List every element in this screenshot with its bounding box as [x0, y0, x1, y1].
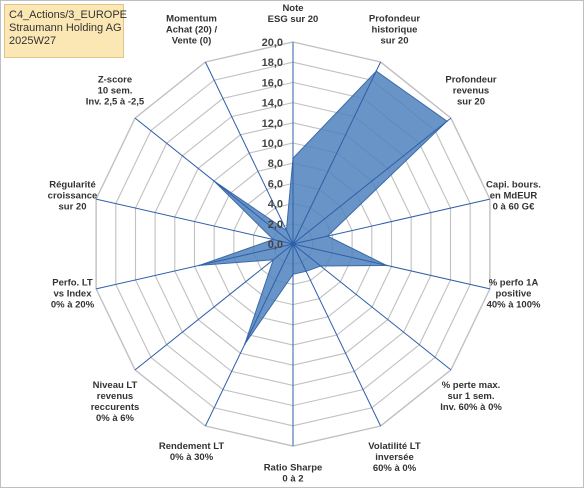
- axis-label-6-line-1: % perte max.: [442, 380, 501, 391]
- axis-label-11-line-1: Perfo. LT: [52, 277, 93, 288]
- axis-label-4-line-1: Capi. bours.: [486, 179, 541, 190]
- axis-label-6-line-3: Inv. 60% à 0%: [440, 402, 502, 413]
- spoke-10: [134, 243, 294, 371]
- spoke-2: [292, 61, 382, 245]
- axis-label-13: Z-score 10 sem. Inv. 2,5 à -2,5: [86, 75, 145, 108]
- axis-label-7: Volatilité LT inversée 60% à 0%: [368, 441, 421, 474]
- axis-label-10: Niveau LT revenus reccurents 0% à 6%: [91, 380, 140, 424]
- spoke-11: [95, 243, 294, 290]
- info-box-line-1: C4_Actions/3_EUROPE: [9, 9, 127, 21]
- axis-label-12-line-3: sur 20: [59, 201, 87, 212]
- data-point-11: [198, 264, 201, 267]
- data-point-8: [292, 273, 294, 276]
- axis-label-6-line-2: sur 1 sem.: [448, 391, 495, 402]
- tick-label-4: 8,0: [268, 158, 283, 170]
- axis-label-2-line-3: sur 20: [381, 36, 409, 47]
- tick-label-1: 2,0: [268, 219, 283, 231]
- axis-label-9-line-1: Rendement LT: [159, 441, 224, 452]
- tick-label-5: 10,0: [262, 138, 283, 150]
- axis-label-3: Profondeur revenus sur 20: [445, 75, 496, 108]
- axis-label-13-line-1: Z-score: [98, 75, 132, 86]
- axis-label-14-line-3: Vente (0): [172, 36, 212, 47]
- tick-label-10: 20,0: [262, 37, 283, 49]
- axis-label-11-line-2: vs Index: [53, 288, 92, 299]
- axis-label-5-line-2: positive: [496, 288, 532, 299]
- data-point-13: [213, 180, 215, 182]
- data-point-3: [446, 120, 448, 122]
- tick-label-7: 14,0: [262, 98, 283, 110]
- axis-label-13-line-2: 10 sem.: [98, 86, 133, 97]
- axis-label-10-line-4: 0% à 6%: [96, 413, 135, 424]
- data-point-12: [272, 238, 275, 241]
- tick-label-0: 0,0: [268, 239, 283, 251]
- axis-label-10-line-3: reccurents: [91, 402, 140, 413]
- data-point-7: [305, 270, 307, 273]
- axis-label-12-line-2: croissance: [48, 190, 98, 201]
- axis-label-9: Rendement LT 0% à 30%: [159, 441, 224, 463]
- data-point-10: [272, 258, 275, 261]
- tick-label-8: 16,0: [262, 77, 283, 89]
- axis-label-7-line-3: 60% à 0%: [373, 463, 417, 474]
- data-point-5: [385, 264, 388, 267]
- axis-label-3-line-3: sur 20: [457, 97, 485, 108]
- axis-label-14-line-2: Achat (20) /: [166, 25, 218, 36]
- spoke-14: [204, 61, 294, 245]
- axis-label-7-line-1: Volatilité LT: [368, 441, 421, 452]
- info-box-line-2: Straumann Holding AG: [9, 22, 122, 34]
- spoke-3: [292, 117, 452, 245]
- axis-label-1-line-2: ESG sur 20: [268, 14, 319, 25]
- axis-label-13-line-3: Inv. 2,5 à -2,5: [86, 97, 145, 108]
- tick-label-2: 4,0: [268, 199, 283, 211]
- axis-label-4-line-2: en MdEUR: [490, 190, 538, 201]
- spoke-7: [292, 243, 382, 427]
- axis-label-12: Régularité croissance sur 20: [48, 179, 98, 212]
- axis-label-14: Momentum Achat (20) / Vente (0): [166, 14, 218, 47]
- axis-label-2-line-2: historique: [372, 25, 418, 36]
- data-point-1: [292, 157, 294, 159]
- axis-label-2-line-1: Profondeur: [369, 14, 420, 25]
- spoke-12: [95, 198, 294, 245]
- axis-label-2: Profondeur historique sur 20: [369, 14, 420, 47]
- axis-label-10-line-2: revenus: [97, 391, 133, 402]
- axis-label-11-line-3: 0% à 20%: [51, 299, 95, 310]
- tick-label-9: 18,0: [262, 57, 283, 69]
- tick-label-3: 6,0: [268, 178, 283, 190]
- axis-label-8-line-2: 0 à 2: [282, 474, 303, 485]
- axis-label-11: Perfo. LT vs Index 0% à 20%: [51, 277, 95, 310]
- axis-label-6: % perte max. sur 1 sem. Inv. 60% à 0%: [440, 380, 502, 413]
- spoke-9: [204, 243, 294, 427]
- axis-label-3-line-2: revenus: [453, 86, 489, 97]
- info-box: C4_Actions/3_EUROPE Straumann Holding AG…: [4, 4, 127, 58]
- tick-label-6: 12,0: [262, 118, 283, 130]
- spoke-5: [292, 243, 491, 290]
- axis-label-1: Note ESG sur 20: [268, 3, 319, 25]
- data-point-14: [285, 229, 288, 232]
- axis-label-4-line-3: 0 à 60 G€: [493, 201, 535, 212]
- axis-label-5-line-1: % perfo 1A: [489, 277, 539, 288]
- axis-label-9-line-2: 0% à 30%: [170, 452, 214, 463]
- spoke-4: [292, 198, 491, 245]
- axis-label-8-line-1: Ratio Sharpe: [264, 463, 323, 474]
- axis-label-1-line-1: Note: [282, 3, 303, 14]
- axis-label-10-line-1: Niveau LT: [93, 380, 138, 391]
- axis-label-12-line-1: Régularité: [49, 179, 95, 190]
- axis-label-7-line-2: inversée: [375, 452, 414, 463]
- spoke-6: [292, 243, 452, 371]
- data-series-area: [199, 70, 448, 345]
- data-point-6: [319, 265, 322, 267]
- data-point-9: [244, 343, 246, 345]
- axis-label-5-line-3: 40% à 100%: [487, 299, 541, 310]
- data-point-4: [326, 235, 329, 237]
- data-point-2: [375, 70, 378, 72]
- axis-label-14-line-1: Momentum: [166, 14, 217, 25]
- axis-label-8: Ratio Sharpe 0 à 2: [264, 463, 323, 485]
- info-box-line-3: 2025W27: [9, 35, 57, 47]
- axis-label-3-line-1: Profondeur: [445, 75, 496, 86]
- axis-label-4: Capi. bours. en MdEUR 0 à 60 G€: [486, 179, 541, 212]
- axis-label-5: % perfo 1A positive 40% à 100%: [487, 277, 541, 310]
